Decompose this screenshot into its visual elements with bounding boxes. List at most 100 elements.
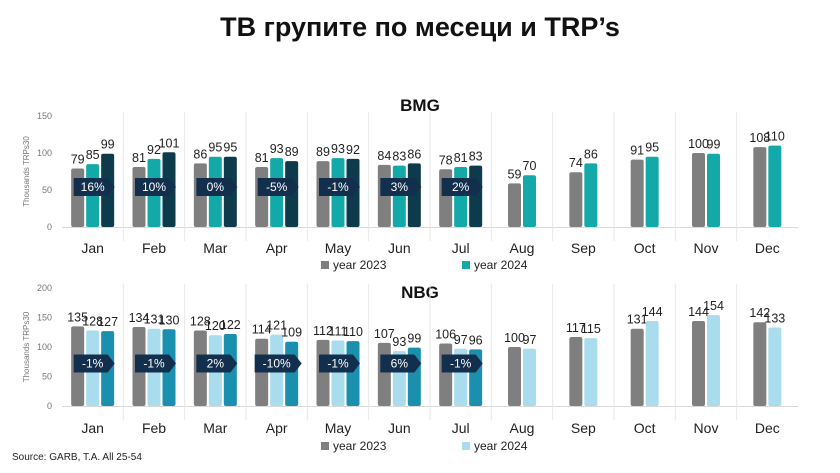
nbg-value-label: 112 [313,324,333,338]
nbg-bar-nov-s2 [707,315,720,406]
bmg-bar-jul-s3 [469,165,483,227]
nbg-value-label: 131 [627,313,648,327]
nbg-x-tick-label: Apr [266,420,288,436]
nbg-value-label: 142 [749,306,770,320]
bmg-value-label: 92 [346,143,360,157]
bmg-value-label: 100 [688,137,709,151]
nbg-y-tick-label: 200 [37,283,52,293]
nbg-change-label: -1% [327,357,349,371]
nbg-value-label: 93 [392,335,406,349]
bmg-value-label: 86 [407,147,421,161]
bmg-bar-jul-s2 [454,167,468,227]
nbg-value-label: 107 [374,327,395,341]
nbg-legend-entry: year 2024 [474,439,528,453]
nbg-bar-may-s1 [316,339,330,406]
nbg-value-label: 128 [190,314,211,328]
nbg-bar-dec-s1 [753,322,767,406]
bmg-bar-oct-s2 [645,156,659,227]
nbg-value-label: 96 [469,333,483,347]
nbg-value-label: 106 [435,327,456,341]
bmg-value-label: 93 [331,142,345,156]
nbg-bar-aug-s1 [508,347,521,406]
nbg-value-label: 100 [504,331,525,345]
nbg-y-tick-label: 100 [37,342,52,352]
bmg-value-label: 110 [765,130,785,144]
nbg-change-badge [135,354,176,373]
nbg-y-tick-label: 150 [37,313,52,323]
bmg-bar-aug-s2 [523,175,536,227]
bmg-x-tick-label: Jan [81,240,104,256]
nbg-x-tick-label: Aug [510,420,535,436]
nbg-y-tick-label: 50 [42,372,52,382]
bmg-value-label: 81 [255,151,269,165]
nbg-x-tick-label: Jul [452,420,470,436]
nbg-x-tick-label: Jun [388,420,411,436]
bmg-value-label: 85 [86,148,100,162]
bmg-value-label: 99 [101,138,115,152]
nbg-x-tick-label: Dec [755,420,780,436]
nbg-change-badge [73,354,115,373]
bmg-change-badge [257,178,299,197]
page-title: ТВ групите по месеци и TRP’s [220,12,620,42]
nbg-change-badge [319,354,360,373]
bmg-change-label: 3% [391,180,409,194]
nbg-value-label: 133 [764,312,785,326]
nbg-value-label: 144 [688,305,709,319]
nbg-bar-jul-s1 [439,343,453,406]
bmg-legend-entry: year 2023 [333,258,387,272]
nbg-x-tick-label: Jan [81,420,104,436]
bmg-bar-nov-s2 [707,153,720,227]
bmg-change-label: 2% [452,180,470,194]
nbg-bar-sep-s1 [569,336,583,406]
bmg-value-label: 99 [707,138,721,152]
nbg-change-label: 6% [391,357,409,371]
bmg-change-badge [380,178,422,197]
nbg-change-label: -1% [143,357,165,371]
bmg-value-label: 83 [469,150,483,164]
bmg-value-label: 81 [132,151,146,165]
nbg-value-label: 131 [144,313,165,327]
nbg-value-label: 128 [82,314,103,328]
bmg-value-label: 91 [630,144,644,158]
bmg-y-tick-label: 0 [47,222,52,232]
bmg-x-tick-label: Nov [694,240,719,256]
bmg-value-label: 89 [316,145,330,159]
bmg-bar-jan-s1 [71,168,85,227]
nbg-bar-may-s2 [331,340,345,406]
nbg-bar-oct-s2 [645,321,659,406]
bmg-bar-oct-s1 [630,159,644,227]
nbg-x-tick-label: Nov [694,420,719,436]
bmg-legend-swatch [321,261,329,269]
nbg-x-tick-label: Feb [142,420,166,436]
nbg-bar-jun-s1 [377,342,391,406]
nbg-change-badge [380,354,422,373]
bmg-x-tick-label: May [325,240,351,256]
nbg-value-label: 111 [328,325,347,339]
nbg-y-axis-label: Thousands TRPs30 [22,311,31,382]
nbg-value-label: 109 [281,326,302,340]
bmg-value-label: 92 [147,143,161,157]
bmg-bar-nov-s1 [692,153,705,227]
nbg-value-label: 127 [97,315,118,329]
nbg-bar-sep-s2 [584,338,598,406]
bmg-x-tick-label: Jul [452,240,470,256]
nbg-value-label: 130 [159,313,180,327]
bmg-bar-sep-s2 [584,163,598,227]
nbg-bar-nov-s1 [692,321,705,406]
bmg-bar-dec-s2 [768,145,782,227]
bmg-value-label: 95 [223,141,237,155]
bmg-bar-dec-s1 [753,147,767,227]
nbg-change-label: -1% [82,357,104,371]
bmg-value-label: 81 [454,151,468,165]
nbg-bar-may-s3 [346,341,360,406]
bmg-y-tick-label: 50 [42,185,52,195]
bmg-y-tick-label: 150 [37,111,52,121]
nbg-change-badge [196,354,238,373]
nbg-value-label: 120 [205,319,226,333]
nbg-value-label: 134 [129,311,150,325]
nbg-value-label: 115 [581,322,601,336]
bmg-value-label: 101 [159,136,180,150]
bmg-value-label: 108 [749,131,770,145]
bmg-value-label: 86 [584,147,598,161]
nbg-value-label: 97 [523,333,537,347]
